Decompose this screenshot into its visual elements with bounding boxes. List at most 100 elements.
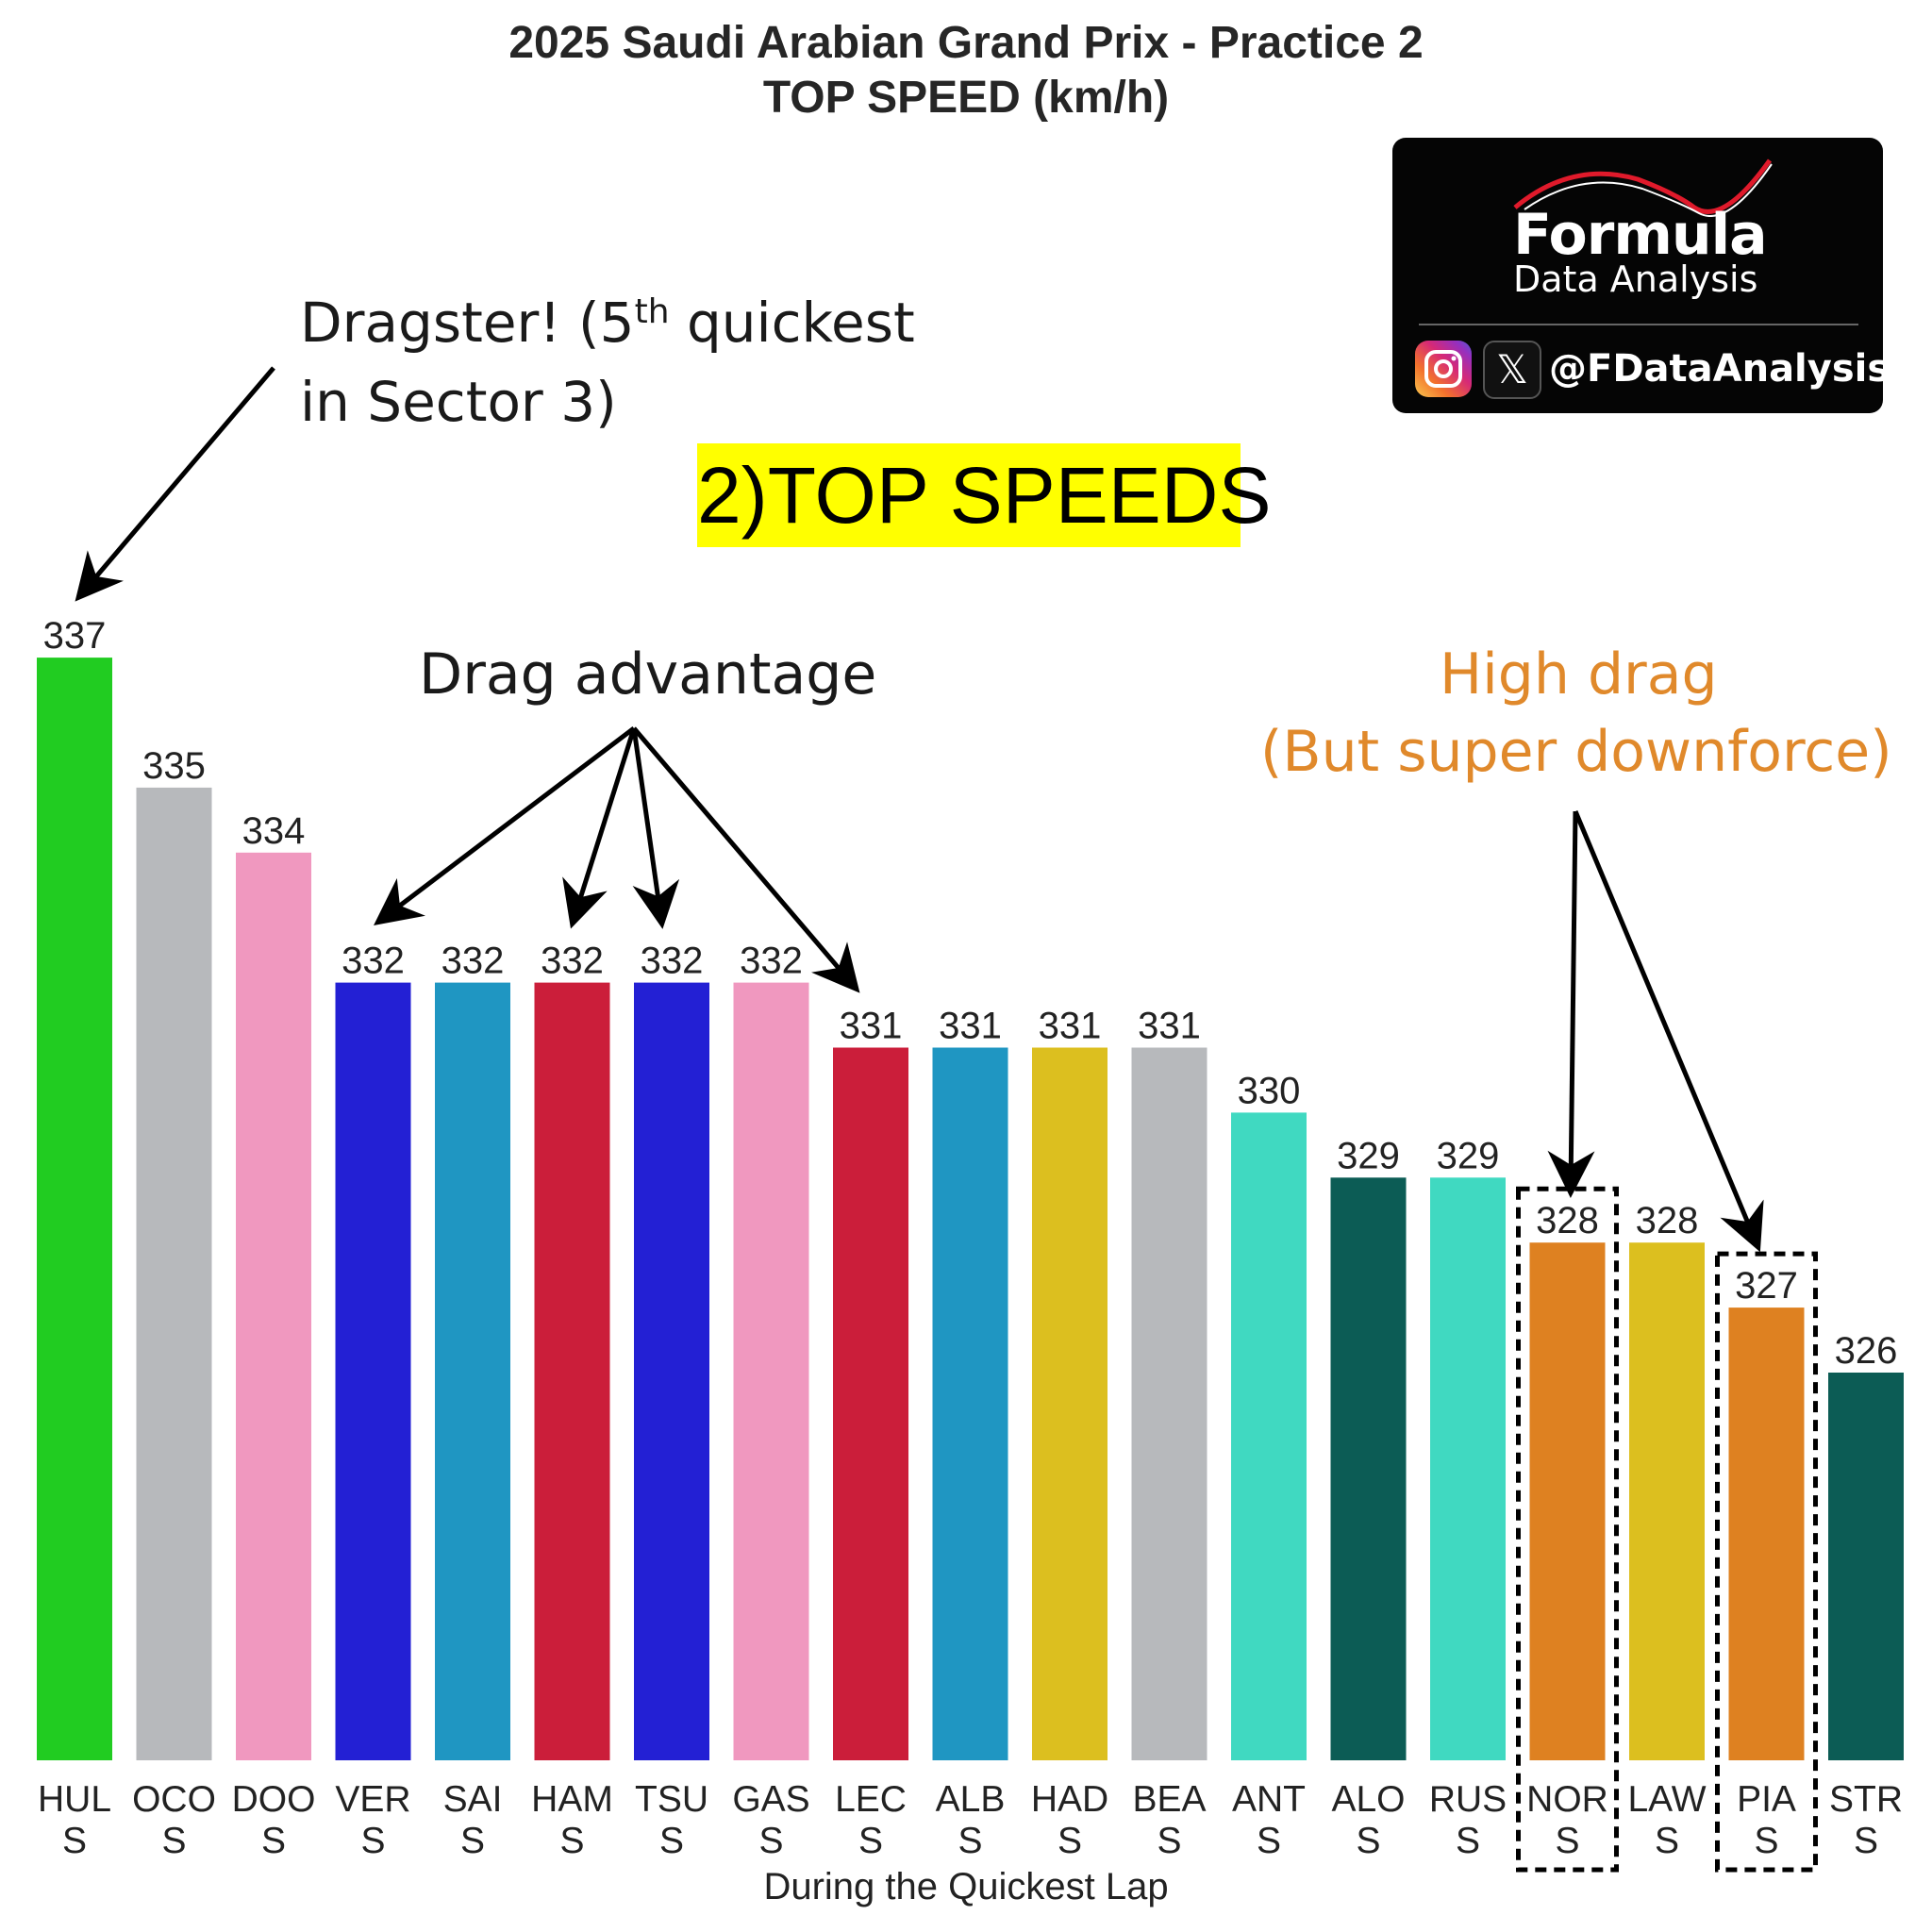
x-tick-label-nor-line2: S	[1555, 1821, 1579, 1861]
bar-alo	[1330, 1177, 1407, 1760]
chart-subtitle: TOP SPEED (km/h)	[762, 73, 1170, 123]
bar-ham	[534, 982, 610, 1760]
value-label-ant: 330	[1238, 1070, 1301, 1111]
bar-ver	[335, 982, 411, 1760]
x-tick-label-ham-line1: HAM	[531, 1779, 613, 1820]
chart-title: 2025 Saudi Arabian Grand Prix - Practice…	[508, 18, 1424, 68]
high-drag-annotation-line2: (But super downforce)	[1260, 719, 1892, 785]
x-tick-label-doo-line1: DOO	[232, 1779, 316, 1820]
x-tick-label-rus-line1: RUS	[1429, 1779, 1507, 1820]
x-tick-label-str-line1: STR	[1829, 1779, 1903, 1820]
x-tick-label-lec-line1: LEC	[835, 1779, 907, 1820]
x-tick-label-nor-line1: NOR	[1526, 1779, 1608, 1820]
bar-rus	[1430, 1177, 1506, 1760]
bar-doo	[236, 852, 311, 1760]
x-tick-label-alb-line1: ALB	[936, 1779, 1006, 1820]
top-speeds-highlight-label: 2)TOP SPEEDS	[697, 443, 1271, 547]
value-label-sai: 332	[441, 941, 505, 982]
x-tick-label-oco-line2: S	[161, 1821, 186, 1861]
instagram-glyph	[1424, 350, 1462, 388]
value-label-hul: 337	[43, 615, 107, 657]
value-label-rus: 329	[1437, 1135, 1500, 1176]
x-tick-label-alb-line2: S	[958, 1821, 982, 1861]
x-tick-label-tsu-line2: S	[659, 1821, 684, 1861]
x-tick-label-bea-line1: BEA	[1132, 1779, 1206, 1820]
bar-ant	[1231, 1112, 1307, 1760]
x-tick-labels-layer: HULSOCOSDOOSVERSSAISHAMSTSUSGASSLECSALBS…	[38, 1779, 1903, 1861]
x-tick-label-pia-line2: S	[1754, 1821, 1778, 1861]
x-tick-label-lec-line2: S	[858, 1821, 883, 1861]
value-label-bea: 331	[1138, 1006, 1201, 1047]
drag-advantage-arrow-ham	[562, 727, 637, 929]
x-axis-label: During the Quickest Lap	[763, 1866, 1169, 1907]
highlight-box-pia	[1715, 1251, 1818, 1873]
x-icon: 𝕏	[1483, 341, 1541, 399]
value-label-ham: 332	[541, 941, 604, 982]
value-label-law: 328	[1636, 1200, 1699, 1241]
social-handle: @FDataAnalysis	[1549, 347, 1890, 391]
x-tick-label-ant-line1: ANT	[1232, 1779, 1306, 1820]
value-label-nor: 328	[1536, 1200, 1599, 1241]
x-tick-label-tsu-line1: TSU	[635, 1779, 708, 1820]
x-tick-label-oco-line1: OCO	[132, 1779, 216, 1820]
x-tick-label-law-line1: LAW	[1627, 1779, 1706, 1820]
bar-lec	[833, 1047, 908, 1760]
logo-swoosh-icon	[1513, 158, 1773, 217]
annotation-arrows-layer	[75, 366, 1764, 1253]
x-tick-label-ham-line2: S	[559, 1821, 584, 1861]
value-label-lec: 331	[840, 1006, 903, 1047]
instagram-icon	[1415, 341, 1472, 397]
x-tick-label-str-line2: S	[1854, 1821, 1878, 1861]
value-label-doo: 334	[242, 810, 306, 852]
x-tick-label-hul-line1: HUL	[38, 1779, 111, 1820]
value-label-pia: 327	[1735, 1265, 1798, 1307]
value-label-ver: 332	[341, 941, 405, 982]
dragster-superscript: th	[634, 292, 670, 331]
bar-str	[1828, 1373, 1904, 1760]
drag-advantage-arrow-tsu	[631, 727, 680, 929]
drag-advantage-annotation: Drag advantage	[419, 641, 877, 708]
x-tick-label-alo-line2: S	[1356, 1821, 1380, 1861]
high-drag-arrow-nor	[1547, 810, 1595, 1198]
bar-oco	[136, 787, 212, 1760]
bar-had	[1032, 1047, 1108, 1760]
logo-divider	[1419, 324, 1858, 325]
x-tick-label-bea-line2: S	[1157, 1821, 1181, 1861]
high-drag-annotation-line1: High drag	[1440, 641, 1718, 708]
x-tick-label-law-line2: S	[1655, 1821, 1679, 1861]
bar-sai	[435, 982, 510, 1760]
logo-word-data-analysis: Data Analysis	[1513, 258, 1758, 300]
value-label-tsu: 332	[641, 941, 704, 982]
bar-tsu	[634, 982, 709, 1760]
bar-gas	[733, 982, 809, 1760]
x-tick-label-ver-line1: VER	[335, 1779, 410, 1820]
brand-logo: Formula Data Analysis 𝕏 @FDataAnalysis	[1392, 138, 1890, 413]
value-label-gas: 332	[740, 941, 803, 982]
value-label-oco: 335	[142, 745, 206, 787]
value-labels-layer: 337 335 334 332 332 332 332 332 331 331 331 331 330 3…	[43, 615, 1898, 1372]
dragster-text-post: quickest	[669, 291, 915, 355]
bar-alb	[932, 1047, 1008, 1760]
value-label-alb: 331	[939, 1006, 1002, 1047]
x-tick-label-sai-line2: S	[460, 1821, 485, 1861]
bars-layer	[37, 658, 1904, 1760]
value-label-had: 331	[1039, 1006, 1102, 1047]
x-tick-label-sai-line1: SAI	[443, 1779, 503, 1820]
dragster-arrow	[75, 366, 275, 602]
bar-bea	[1131, 1047, 1208, 1760]
dragster-annotation-line1: Dragster! (5th quickest	[300, 291, 915, 355]
x-tick-label-rus-line2: S	[1456, 1821, 1480, 1861]
bar-nor	[1529, 1242, 1606, 1760]
value-label-alo: 329	[1337, 1135, 1400, 1176]
x-tick-label-gas-line2: S	[758, 1821, 783, 1861]
x-tick-label-had-line2: S	[1058, 1821, 1082, 1861]
dragster-text-pre: Dragster! (5	[300, 291, 635, 355]
bar-pia	[1728, 1307, 1805, 1760]
high-drag-arrow-pia	[1573, 810, 1764, 1253]
value-label-str: 326	[1835, 1330, 1898, 1372]
x-tick-label-pia-line1: PIA	[1737, 1779, 1796, 1820]
x-tick-label-had-line1: HAD	[1031, 1779, 1108, 1820]
x-tick-label-doo-line2: S	[261, 1821, 286, 1861]
